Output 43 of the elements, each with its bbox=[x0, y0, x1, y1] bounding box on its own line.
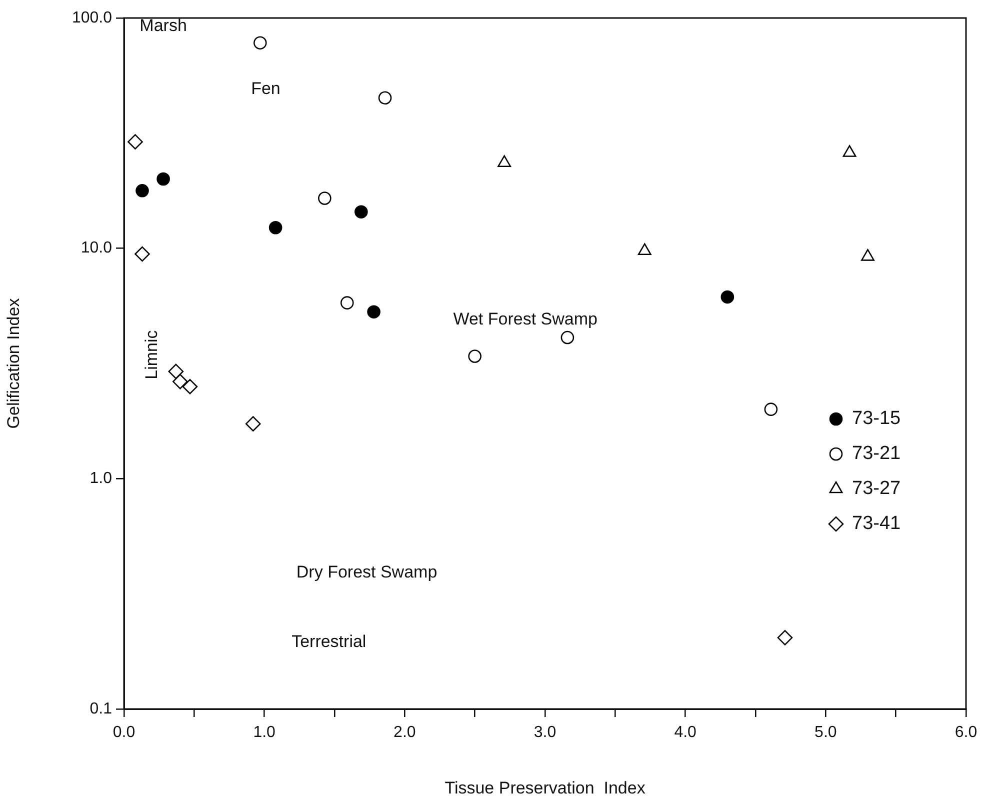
annotation: Terrestrial bbox=[292, 632, 366, 651]
point bbox=[136, 184, 149, 198]
legend-label: 73-21 bbox=[852, 443, 901, 464]
annotation: Dry Forest Swamp bbox=[296, 562, 438, 582]
point bbox=[134, 246, 150, 262]
annotation: Fen bbox=[251, 79, 280, 98]
point bbox=[378, 91, 392, 105]
x-tick-label: 6.0 bbox=[954, 724, 978, 742]
annotation: Marsh bbox=[140, 16, 187, 36]
x-axis-title: Tissue Preservation Index bbox=[444, 778, 646, 798]
y-axis-title: Gelification Index bbox=[4, 298, 23, 429]
legend-label: 73-41 bbox=[852, 513, 901, 534]
point bbox=[367, 305, 380, 318]
point bbox=[168, 364, 184, 380]
x-tick-label: 5.0 bbox=[814, 724, 837, 742]
point bbox=[172, 374, 188, 390]
y-tick-label: 100.0 bbox=[72, 9, 112, 26]
point bbox=[468, 350, 482, 363]
y-tick-label: 1.0 bbox=[90, 470, 112, 488]
y-tick-label: 10.0 bbox=[80, 240, 112, 257]
point bbox=[156, 172, 170, 186]
point bbox=[777, 630, 793, 646]
point bbox=[340, 296, 354, 310]
point bbox=[128, 134, 143, 150]
point bbox=[318, 192, 332, 205]
x-tick-label: 2.0 bbox=[394, 724, 416, 742]
y-tick-label: 0.1 bbox=[90, 700, 112, 718]
point bbox=[560, 330, 574, 344]
legend-label: 73-27 bbox=[852, 478, 901, 500]
point bbox=[245, 416, 261, 432]
annotation: Wet Forest Swamp bbox=[453, 309, 598, 328]
legend-label: 73-15 bbox=[852, 408, 901, 430]
point bbox=[182, 378, 198, 394]
point bbox=[253, 36, 267, 50]
point bbox=[764, 402, 778, 416]
x-tick-label: 4.0 bbox=[674, 724, 697, 742]
x-tick-label: 1.0 bbox=[253, 724, 276, 742]
point bbox=[720, 290, 734, 304]
point bbox=[354, 205, 368, 219]
point bbox=[268, 220, 282, 234]
annotation: Limnic bbox=[142, 330, 161, 380]
x-tick-label: 3.0 bbox=[534, 724, 556, 742]
x-tick-label: 0.0 bbox=[112, 724, 136, 742]
